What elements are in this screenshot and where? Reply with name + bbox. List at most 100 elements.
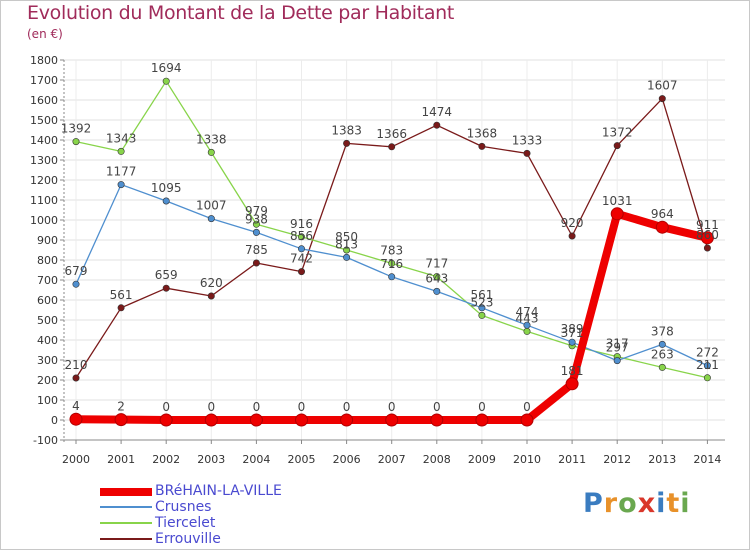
data-label-errouville-2014: 860 — [696, 228, 719, 242]
point-br-hain-la-ville-2006 — [340, 413, 354, 427]
data-label-tiercelet-2007: 783 — [380, 243, 403, 257]
data-label-tiercelet-2004: 979 — [245, 204, 268, 218]
data-label-br-hain-la-ville-2000: 4 — [72, 399, 80, 413]
data-label-br-hain-la-ville-2004: 0 — [253, 400, 261, 414]
point-br-hain-la-ville-2014 — [700, 231, 714, 245]
data-label-errouville-2007: 1366 — [376, 127, 407, 141]
x-tick-label-2009: 2009 — [468, 453, 496, 466]
data-label-tiercelet-2006: 850 — [335, 230, 358, 244]
point-tiercelet-2002 — [162, 77, 170, 85]
data-label-errouville-2006: 1383 — [331, 123, 362, 137]
point-crusnes-2005 — [297, 245, 305, 253]
point-crusnes-2010 — [523, 321, 531, 329]
x-tick-label-2012: 2012 — [603, 453, 631, 466]
data-label-tiercelet-2014: 211 — [696, 358, 719, 372]
data-label-tiercelet-2008: 717 — [425, 257, 448, 271]
data-label-errouville-2001: 561 — [110, 288, 133, 302]
axes: -100010020030040050060070080090010001100… — [30, 54, 725, 466]
data-label-tiercelet-2002: 1694 — [151, 61, 182, 75]
data-label-crusnes-2002: 1095 — [151, 181, 182, 195]
data-label-crusnes-2009: 561 — [470, 288, 493, 302]
x-tick-label-2008: 2008 — [423, 453, 451, 466]
data-label-br-hain-la-ville-2012: 1031 — [602, 194, 633, 208]
point-errouville-2004 — [252, 259, 260, 267]
y-tick-label-600: 600 — [37, 294, 58, 307]
point-crusnes-2003 — [207, 215, 215, 223]
proxiti-logo: Proxiti — [583, 488, 691, 519]
point-errouville-2000 — [72, 374, 80, 382]
point-errouville-2010 — [523, 149, 531, 157]
legend-swatch-errouville — [100, 538, 152, 540]
y-tick-label-1400: 1400 — [30, 134, 58, 147]
point-tiercelet-2013 — [658, 363, 666, 371]
y-tick-label-200: 200 — [37, 374, 58, 387]
x-tick-label-2001: 2001 — [107, 453, 135, 466]
point-tiercelet-2007 — [388, 259, 396, 267]
point-br-hain-la-ville-2004 — [249, 413, 263, 427]
point-br-hain-la-ville-2003 — [204, 413, 218, 427]
data-label-errouville-2010: 1333 — [512, 133, 543, 147]
data-label-crusnes-2003: 1007 — [196, 199, 227, 213]
point-crusnes-2013 — [658, 340, 666, 348]
y-tick-label-900: 900 — [37, 234, 58, 247]
logo-letter: x — [637, 488, 657, 519]
point-br-hain-la-ville-2010 — [520, 413, 534, 427]
point-crusnes-2006 — [343, 253, 351, 261]
x-tick-label-2006: 2006 — [333, 453, 361, 466]
data-label-br-hain-la-ville-2003: 0 — [207, 400, 215, 414]
point-br-hain-la-ville-2005 — [295, 413, 308, 427]
point-br-hain-la-ville-2012 — [610, 207, 624, 221]
data-label-br-hain-la-ville-2001: 2 — [117, 400, 125, 414]
plot-area — [64, 60, 725, 440]
chart-title: Evolution du Montant de la Dette par Hab… — [27, 2, 455, 24]
legend-label-crusnes: Crusnes — [155, 499, 212, 515]
x-tick-label-2005: 2005 — [288, 453, 316, 466]
data-label-br-hain-la-ville-2013: 964 — [651, 207, 674, 221]
point-errouville-2002 — [162, 284, 170, 292]
point-errouville-2007 — [388, 143, 396, 151]
point-crusnes-2014 — [703, 362, 711, 370]
y-tick-label-1000: 1000 — [30, 214, 58, 227]
point-br-hain-la-ville-2002 — [159, 413, 173, 427]
point-crusnes-2002 — [162, 197, 170, 205]
point-crusnes-2004 — [252, 228, 260, 236]
data-label-tiercelet-2000: 1392 — [61, 122, 92, 136]
legend-label-errouville: Errouville — [155, 531, 221, 547]
y-tick-label-1500: 1500 — [30, 114, 58, 127]
point-tiercelet-2006 — [343, 246, 351, 254]
point-errouville-2009 — [478, 142, 486, 150]
logo-letter: o — [618, 488, 638, 519]
legend-swatch-tiercelet — [100, 522, 152, 524]
data-label-errouville-2004: 785 — [245, 243, 268, 257]
logo-letter: t — [666, 488, 681, 519]
x-tick-label-2002: 2002 — [152, 453, 180, 466]
point-tiercelet-2014 — [703, 374, 711, 382]
point-br-hain-la-ville-2011 — [565, 377, 579, 391]
legend-swatch-crusnes — [100, 506, 152, 508]
chart-unit: (en €) — [27, 27, 63, 41]
x-tick-label-2013: 2013 — [648, 453, 676, 466]
data-label-errouville-2013: 1607 — [647, 79, 678, 93]
data-label-errouville-2005: 742 — [290, 252, 313, 266]
data-label-errouville-2003: 620 — [200, 276, 223, 290]
y-tick-label-1100: 1100 — [30, 194, 58, 207]
data-label-br-hain-la-ville-2010: 0 — [523, 400, 531, 414]
y-tick-label-500: 500 — [37, 314, 58, 327]
series-layer — [69, 77, 714, 427]
point-crusnes-2009 — [478, 304, 486, 312]
point-tiercelet-2008 — [433, 273, 441, 281]
legend-swatch-brehain — [100, 488, 152, 496]
point-errouville-2001 — [117, 304, 125, 312]
point-br-hain-la-ville-2000 — [69, 412, 83, 426]
point-errouville-2008 — [433, 121, 441, 129]
data-label-crusnes-2000: 679 — [65, 264, 88, 278]
point-br-hain-la-ville-2007 — [385, 413, 399, 427]
data-label-br-hain-la-ville-2007: 0 — [388, 400, 396, 414]
y-tick-label-700: 700 — [37, 274, 58, 287]
data-label-errouville-2002: 659 — [155, 268, 178, 282]
legend-label-tiercelet: Tiercelet — [155, 515, 216, 531]
y-tick-label-400: 400 — [37, 334, 58, 347]
logo-letter: i — [656, 488, 667, 519]
